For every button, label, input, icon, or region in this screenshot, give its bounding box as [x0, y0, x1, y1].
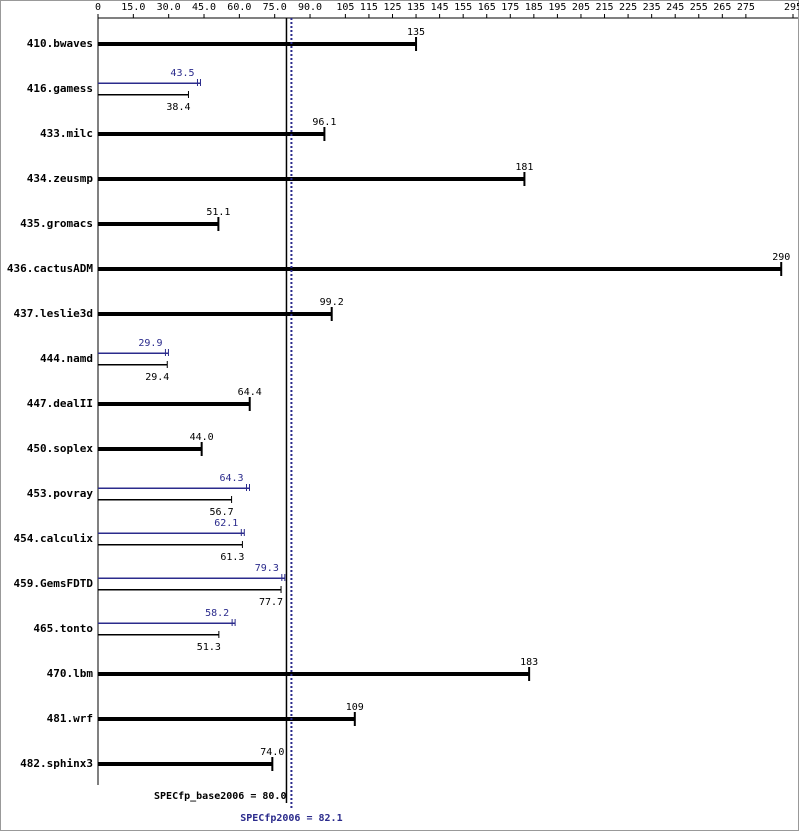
value-label: 38.4 [166, 102, 190, 113]
value-label: 29.4 [145, 372, 169, 383]
bar [98, 222, 219, 226]
x-tick-label: 145 [431, 2, 449, 13]
bar [98, 312, 332, 316]
x-tick-label: 245 [666, 2, 684, 13]
x-tick-label: 185 [525, 2, 543, 13]
x-tick-label: 0 [95, 2, 101, 13]
value-label: 64.4 [238, 387, 262, 398]
value-label: 290 [772, 252, 790, 263]
bar [98, 762, 273, 766]
x-tick-label: 15.0 [121, 2, 145, 13]
x-tick-label: 30.0 [157, 2, 181, 13]
value-label: 99.2 [320, 297, 344, 308]
benchmark-label: 444.namd [40, 352, 93, 365]
benchmark-label: 470.lbm [47, 667, 94, 680]
x-tick-label: 235 [643, 2, 661, 13]
benchmark-label: 482.sphinx3 [20, 757, 93, 770]
bar [98, 672, 530, 676]
benchmark-label: 459.GemsFDTD [14, 577, 94, 590]
value-label: 77.7 [259, 597, 283, 608]
value-label: 109 [346, 702, 364, 713]
x-tick-label: 45.0 [192, 2, 216, 13]
value-label: 29.9 [138, 338, 162, 349]
value-label: 74.0 [260, 747, 284, 758]
bar [98, 267, 782, 271]
x-tick-label: 175 [501, 2, 519, 13]
value-label: 58.2 [205, 608, 229, 619]
x-tick-label: 255 [690, 2, 708, 13]
x-tick-label: 165 [478, 2, 496, 13]
value-label: 181 [515, 162, 533, 173]
benchmark-label: 433.milc [40, 127, 93, 140]
benchmark-label: 447.dealII [27, 397, 93, 410]
bar [98, 634, 219, 636]
value-label: 56.7 [210, 507, 234, 518]
benchmark-label: 434.zeusmp [27, 172, 94, 185]
reference-label: SPECfp_base2006 = 80.0 [154, 791, 286, 802]
benchmark-label: 416.gamess [27, 82, 93, 95]
bar [98, 352, 169, 354]
bar [98, 544, 243, 546]
value-label: 61.3 [220, 552, 244, 563]
bar [98, 589, 282, 591]
bar [98, 177, 525, 181]
x-tick-label: 215 [595, 2, 613, 13]
x-tick-label: 195 [548, 2, 566, 13]
x-tick-label: 155 [454, 2, 472, 13]
bar [98, 402, 250, 406]
x-tick-label: 125 [383, 2, 401, 13]
benchmark-label: 453.povray [27, 487, 94, 500]
reference-label: SPECfp2006 = 82.1 [240, 813, 342, 824]
x-tick-label: 295 [784, 2, 799, 13]
benchmark-label: 410.bwaves [27, 37, 93, 50]
bar [98, 622, 236, 624]
bar [98, 42, 417, 46]
x-tick-label: 105 [336, 2, 354, 13]
bar [98, 577, 285, 579]
bar [98, 132, 325, 136]
bar [98, 499, 232, 501]
x-tick-label: 275 [737, 2, 755, 13]
x-tick-label: 265 [713, 2, 731, 13]
value-label: 44.0 [190, 432, 214, 443]
value-label: 183 [520, 657, 538, 668]
x-tick-label: 205 [572, 2, 590, 13]
x-tick-label: 225 [619, 2, 637, 13]
bar [98, 447, 202, 451]
bar [98, 82, 201, 84]
benchmark-label: 437.leslie3d [14, 307, 93, 320]
value-label: 96.1 [312, 117, 336, 128]
benchmark-label: 436.cactusADM [7, 262, 93, 275]
value-label: 43.5 [170, 68, 194, 79]
value-label: 51.1 [206, 207, 230, 218]
benchmark-label: 454.calculix [14, 532, 94, 545]
bar [98, 717, 355, 721]
value-label: 64.3 [219, 473, 243, 484]
bar [98, 487, 250, 489]
bar [98, 364, 168, 366]
benchmark-label: 450.soplex [27, 442, 94, 455]
benchmark-label: 481.wrf [47, 712, 93, 725]
x-tick-label: 60.0 [227, 2, 251, 13]
benchmark-label: 465.tonto [33, 622, 93, 635]
value-label: 135 [407, 27, 425, 38]
x-tick-label: 90.0 [298, 2, 322, 13]
value-label: 62.1 [214, 518, 238, 529]
bar [98, 532, 245, 534]
benchmark-label: 435.gromacs [20, 217, 93, 230]
bar [98, 94, 189, 96]
x-tick-label: 75.0 [263, 2, 287, 13]
x-tick-label: 135 [407, 2, 425, 13]
value-label: 79.3 [255, 563, 279, 574]
value-label: 51.3 [197, 642, 221, 653]
x-tick-label: 115 [360, 2, 378, 13]
